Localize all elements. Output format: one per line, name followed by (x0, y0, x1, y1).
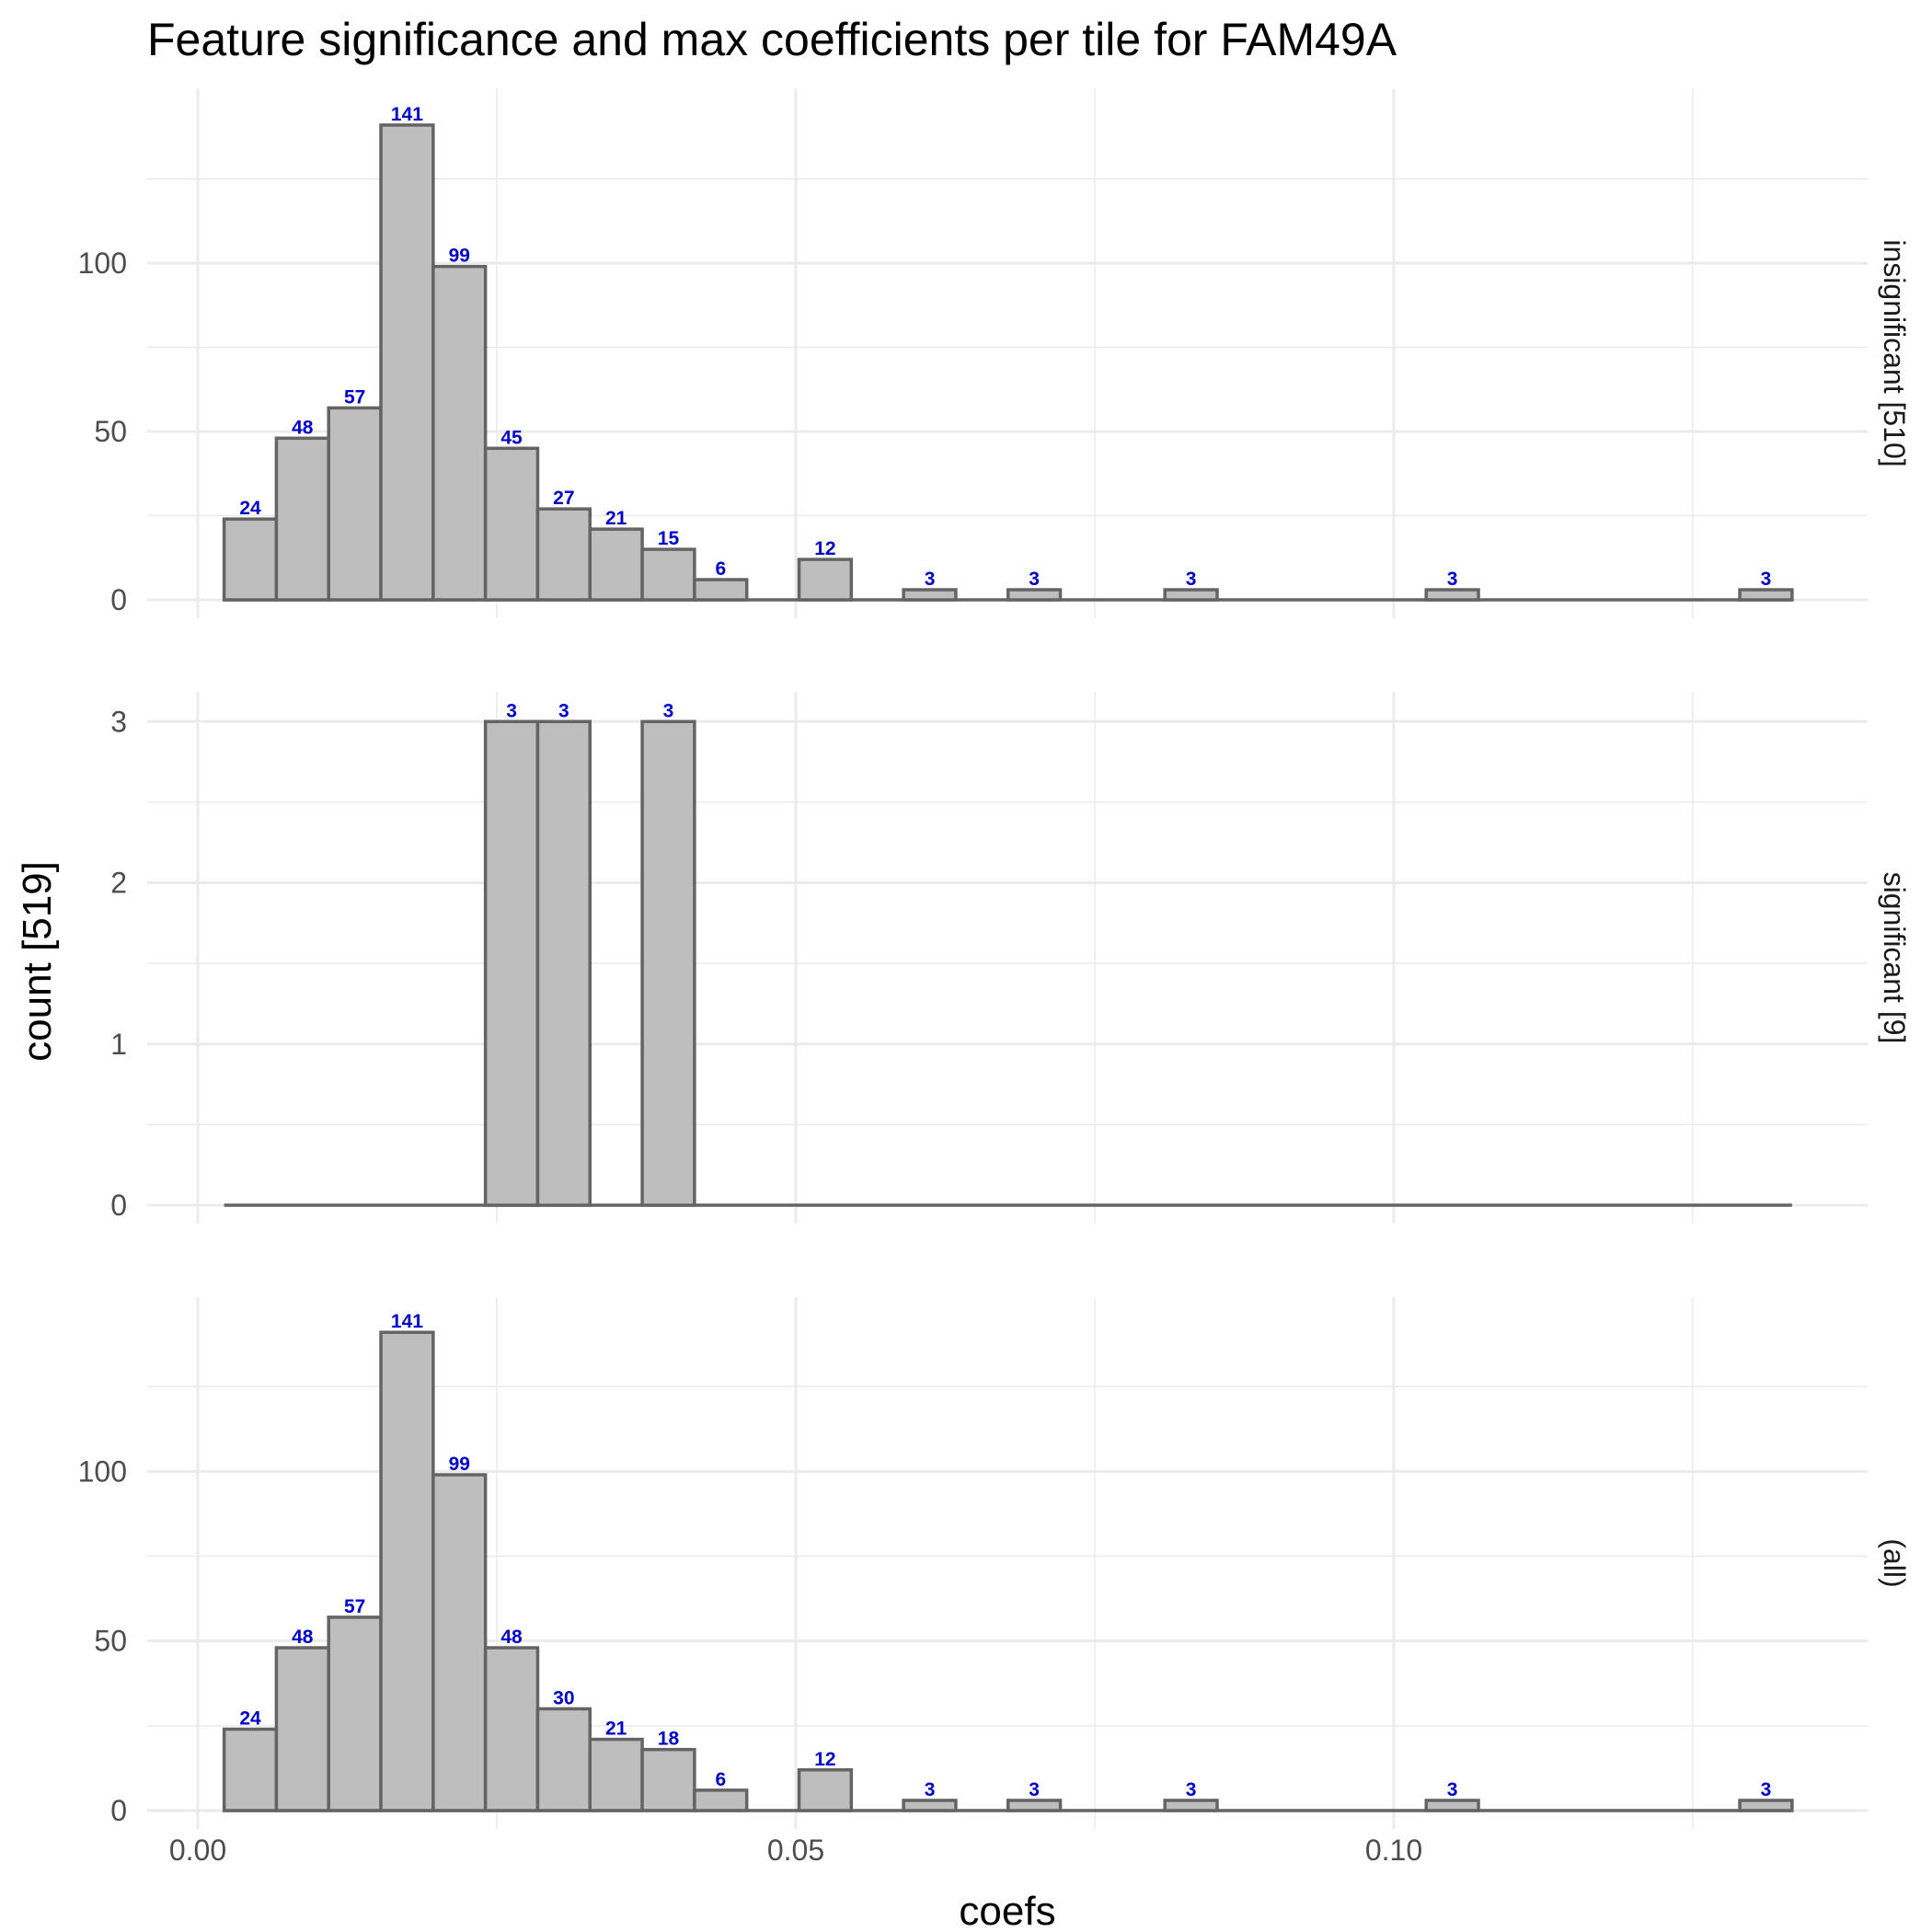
bar-count-label: 3 (925, 569, 936, 590)
bar-count-label: 3 (1761, 1779, 1772, 1800)
histogram-bar (797, 1768, 854, 1812)
histogram-bar (693, 578, 749, 602)
histogram-bar (1163, 588, 1219, 602)
histogram-bar (431, 1473, 488, 1812)
bar-count-label: 3 (558, 700, 569, 721)
histogram-bar (535, 719, 592, 1207)
y-tick-label: 100 (78, 247, 127, 280)
bar-count-label: 12 (814, 538, 835, 559)
histogram-bar (483, 446, 540, 602)
bar-count-label: 57 (344, 386, 365, 408)
y-tick-label: 0 (110, 583, 127, 616)
histogram-bar (902, 1799, 958, 1812)
bar-count-label: 6 (715, 1769, 726, 1790)
bar-count-label: 3 (1186, 1779, 1197, 1800)
histogram-bar (327, 1616, 383, 1812)
bar-count-label: 48 (292, 417, 314, 438)
facet-strip-label: insignificant [510] (1878, 239, 1911, 466)
facet-strip-label: significant [9] (1878, 872, 1911, 1044)
y-tick-label: 50 (94, 415, 127, 448)
y-tick-label: 100 (78, 1455, 127, 1488)
y-tick-label: 2 (110, 867, 127, 900)
bar-count-label: 99 (449, 1454, 470, 1475)
y-tick-label: 1 (110, 1028, 127, 1061)
facet-strip-label: (all) (1878, 1538, 1911, 1587)
y-tick-label: 0 (110, 1794, 127, 1827)
x-tick-label: 0.10 (1365, 1834, 1422, 1867)
bar-count-label: 3 (663, 700, 674, 721)
bar-count-label: 21 (605, 508, 627, 529)
bar-count-label: 57 (344, 1596, 365, 1617)
histogram-bar (274, 436, 330, 602)
x-tick-label: 0.00 (169, 1834, 226, 1867)
histogram-bar (535, 507, 592, 602)
histogram-bar (640, 719, 696, 1207)
histogram-bar (693, 1788, 749, 1812)
bar-count-label: 12 (814, 1749, 835, 1770)
y-tick-label: 3 (110, 705, 127, 738)
histogram-bar (640, 1747, 696, 1812)
bar-count-label: 21 (605, 1719, 627, 1740)
histogram-bar (1424, 588, 1480, 602)
histogram-bar (1006, 1799, 1063, 1812)
histogram-bar (1738, 588, 1794, 602)
histogram-bar (274, 1646, 330, 1812)
histogram-bar (1738, 1799, 1794, 1812)
bar-count-label: 3 (1029, 1779, 1040, 1800)
histogram-bar (222, 517, 279, 602)
bar-count-label: 6 (715, 558, 726, 580)
chart-title: Feature significance and max coefficient… (147, 14, 1397, 65)
histogram-bar (222, 1727, 279, 1812)
bar-count-label: 24 (239, 1708, 261, 1730)
y-tick-label: 50 (94, 1625, 127, 1658)
histogram-bar (797, 558, 854, 602)
bar-count-label: 27 (553, 488, 574, 509)
bar-count-label: 30 (553, 1687, 574, 1708)
x-axis-title: coefs (959, 1889, 1055, 1932)
y-axis-title: count [519] (15, 861, 60, 1062)
histogram-bar (483, 1646, 540, 1812)
bar-count-label: 3 (1761, 569, 1772, 590)
bar-count-label: 3 (925, 1779, 936, 1800)
bar-count-label: 141 (391, 1311, 423, 1332)
bar-count-label: 3 (1447, 569, 1458, 590)
panel-2: 0 1 2 3 3 3 3 significant [9] (110, 692, 1911, 1224)
histogram-bar (431, 264, 488, 602)
bar-count-label: 24 (239, 498, 261, 519)
histogram-bar (483, 719, 540, 1207)
histogram-bar (1424, 1799, 1480, 1812)
histogram-bar (902, 588, 958, 602)
bar-count-label: 99 (449, 246, 470, 267)
histogram-bar (588, 527, 644, 602)
histogram-bar (535, 1707, 592, 1812)
histogram-bar (640, 547, 696, 602)
bar-count-label: 3 (1447, 1779, 1458, 1800)
bar-count-label: 3 (506, 700, 517, 721)
histogram-bar (379, 123, 435, 602)
histogram-bar (588, 1737, 644, 1812)
y-tick-label: 0 (110, 1189, 127, 1222)
bar-count-label: 48 (500, 1627, 523, 1648)
x-tick-label: 0.05 (767, 1834, 824, 1867)
panel-1: 0 50 100 24 48 57 141 99 45 27 21 15 6 12 3 3 3 3 3 insigni… (78, 88, 1911, 618)
bar-count-label: 15 (658, 528, 680, 549)
bar-count-label: 141 (391, 104, 423, 125)
x-axis: 0.00 0.05 0.10 (169, 1834, 1422, 1867)
histogram-bar (1163, 1799, 1219, 1812)
bar-count-label: 18 (658, 1729, 680, 1750)
bar-count-label: 3 (1029, 569, 1040, 590)
histogram-bar (327, 406, 383, 602)
panel-3: 0 50 100 24 48 57 141 99 48 30 21 18 6 12 3 3 3 3 3 (all) (78, 1297, 1911, 1829)
histogram-bar (1006, 588, 1063, 602)
bar-count-label: 3 (1186, 569, 1197, 590)
bar-count-label: 48 (292, 1627, 314, 1648)
bar-count-label: 45 (500, 427, 523, 448)
histogram-bar (379, 1330, 435, 1812)
